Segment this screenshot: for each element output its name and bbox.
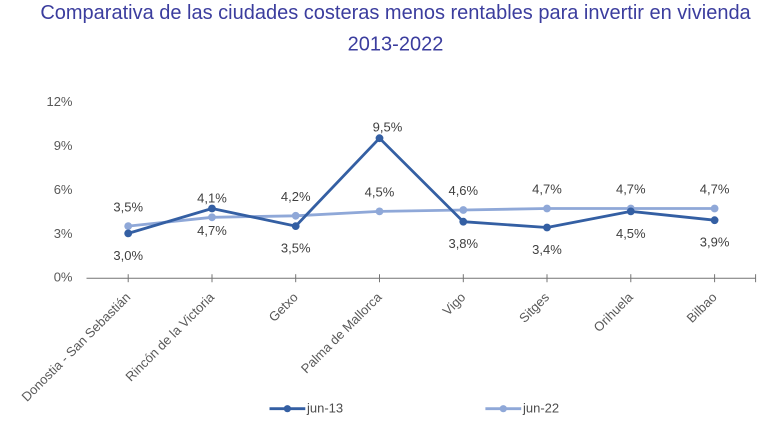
svg-text:3,5%: 3,5%	[281, 241, 311, 256]
svg-text:2013-2022: 2013-2022	[348, 34, 444, 56]
svg-text:4,1%: 4,1%	[197, 191, 227, 206]
svg-text:3,8%: 3,8%	[448, 236, 478, 251]
svg-text:4,7%: 4,7%	[532, 182, 562, 197]
svg-text:9,5%: 9,5%	[373, 120, 403, 135]
svg-text:0%: 0%	[54, 270, 73, 285]
svg-text:9%: 9%	[54, 138, 73, 153]
svg-text:3,0%: 3,0%	[113, 248, 143, 263]
svg-text:4,5%: 4,5%	[365, 185, 395, 200]
svg-text:12%: 12%	[46, 94, 72, 109]
svg-text:4,7%: 4,7%	[700, 182, 730, 197]
svg-text:3,4%: 3,4%	[532, 242, 562, 257]
svg-text:Comparativa de las ciudades co: Comparativa de las ciudades costeras men…	[40, 2, 751, 24]
svg-text:4,5%: 4,5%	[616, 226, 646, 241]
svg-text:3%: 3%	[54, 226, 73, 241]
svg-text:4,2%: 4,2%	[281, 189, 311, 204]
svg-text:4,7%: 4,7%	[616, 182, 646, 197]
svg-text:4,6%: 4,6%	[448, 183, 478, 198]
svg-text:4,7%: 4,7%	[197, 223, 227, 238]
svg-text:3,5%: 3,5%	[113, 199, 143, 214]
svg-text:6%: 6%	[54, 182, 73, 197]
svg-text:3,9%: 3,9%	[700, 235, 730, 250]
svg-text:jun-22: jun-22	[522, 400, 559, 415]
svg-text:jun-13: jun-13	[306, 400, 343, 415]
